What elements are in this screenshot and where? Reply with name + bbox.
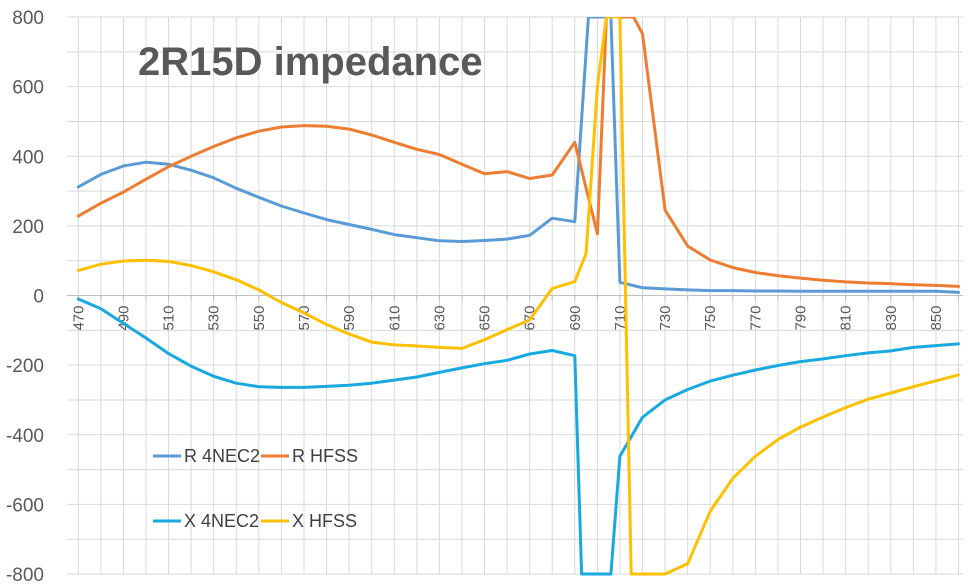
x-tick-label: 610 — [386, 306, 403, 331]
y-tick-label: -600 — [6, 495, 44, 516]
y-tick-label: -400 — [6, 426, 44, 447]
y-axis: 800 600 400 200 0 -200 -400 -600 -800 — [6, 8, 44, 585]
x-tick-label: 590 — [341, 306, 358, 331]
legend-label-r-4nec2: R 4NEC2 — [184, 446, 260, 466]
series-layer — [76, 17, 960, 576]
x-tick-label: 530 — [206, 306, 223, 331]
horizontal-gridlines — [67, 16, 963, 575]
x-tick-label: 550 — [251, 306, 268, 331]
x-tick-label: 790 — [793, 306, 810, 331]
x-tick-label: 830 — [883, 306, 900, 331]
x-tick-label: 470 — [70, 306, 87, 331]
legend: R 4NEC2 R HFSS X 4NEC2 X HFSS — [153, 446, 358, 531]
series-line-r-4nec2 — [76, 17, 960, 294]
y-tick-label: 400 — [12, 147, 44, 168]
series-line-r-hfss — [76, 17, 960, 288]
chart-title: 2R15D impedance — [138, 40, 483, 84]
y-tick-label: 0 — [33, 287, 44, 308]
x-tick-label: 650 — [477, 306, 494, 331]
y-tick-label: 600 — [12, 78, 44, 99]
x-tick-label: 490 — [115, 306, 132, 331]
legend-label-x-hfss: X HFSS — [292, 511, 357, 531]
legend-label-x-4nec2: X 4NEC2 — [184, 511, 259, 531]
series-line-x-hfss — [76, 17, 960, 576]
x-tick-label: 690 — [567, 306, 584, 331]
y-tick-label: -800 — [6, 565, 44, 585]
legend-label-r-hfss: R HFSS — [292, 446, 358, 466]
series-line-x-4nec2 — [76, 297, 960, 576]
x-tick-label: 770 — [747, 306, 764, 331]
x-tick-label: 730 — [657, 306, 674, 331]
x-tick-label: 510 — [161, 306, 178, 331]
x-tick-label: 630 — [431, 306, 448, 331]
y-tick-label: 800 — [12, 8, 44, 29]
y-tick-label: -200 — [6, 356, 44, 377]
x-tick-label: 810 — [838, 306, 855, 331]
x-tick-label: 750 — [702, 306, 719, 331]
y-tick-label: 200 — [12, 217, 44, 238]
x-tick-label: 850 — [928, 306, 945, 331]
